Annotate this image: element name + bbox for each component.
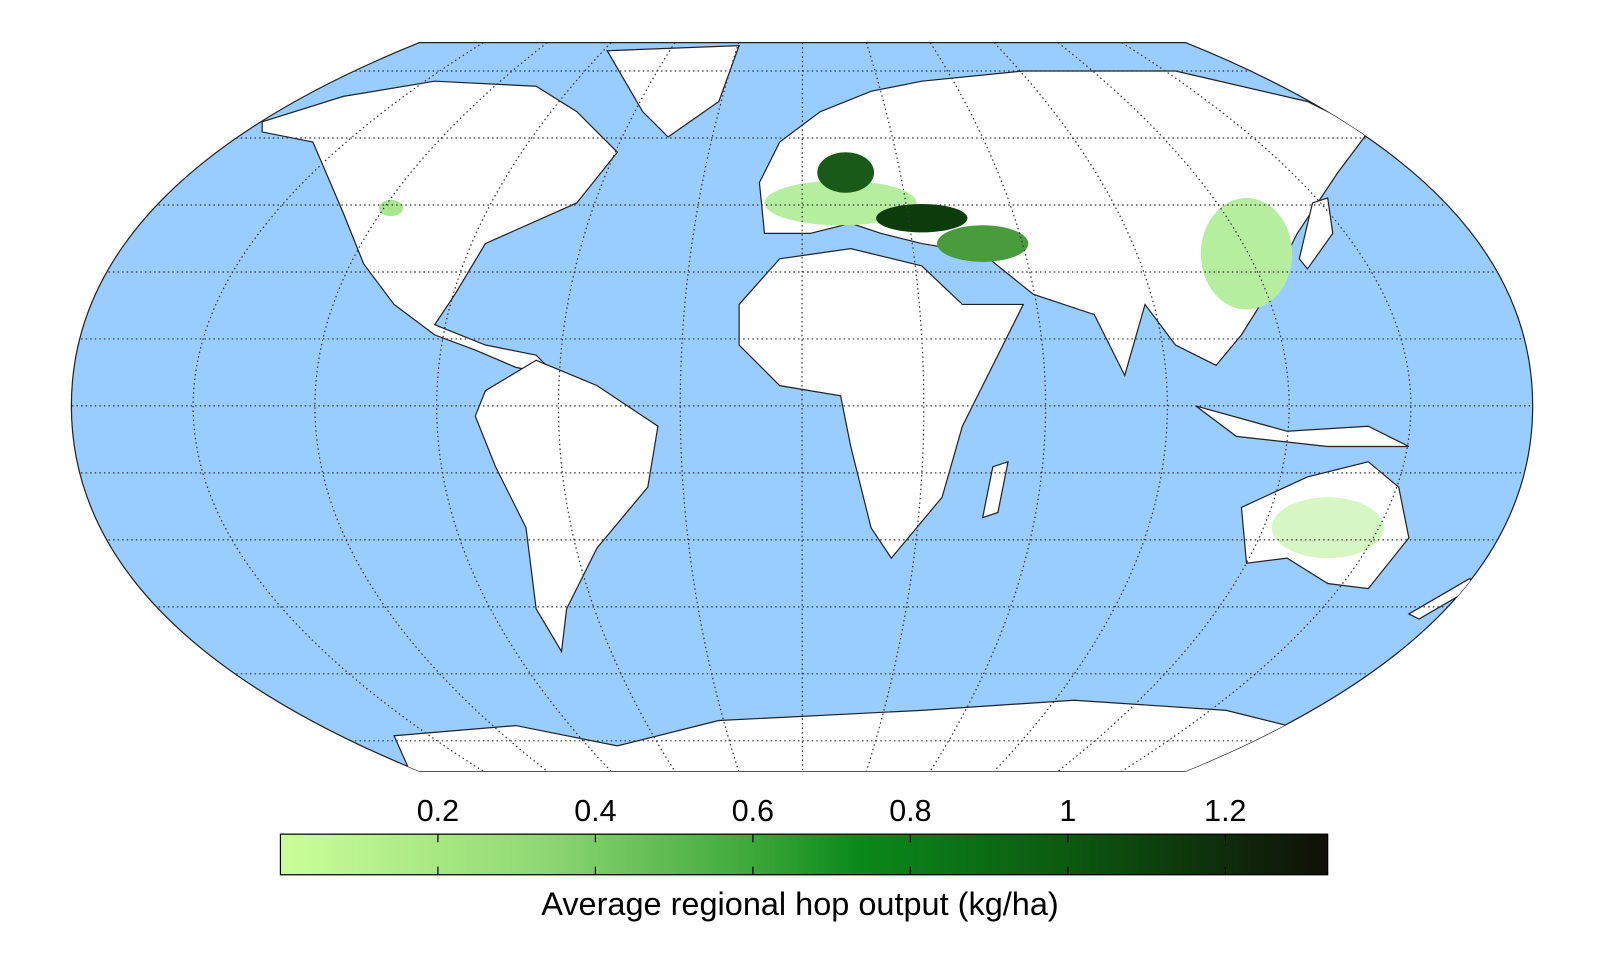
colorbar-tick-label: 1.2 (1204, 794, 1246, 828)
land (71, 42, 1533, 772)
greenland (606, 45, 740, 138)
meridian (993, 42, 1168, 772)
colorbar-tick-label: 0.4 (574, 794, 616, 828)
indonesia (1195, 405, 1410, 448)
colorbar-tick-label: 1 (1059, 794, 1076, 828)
colorbar-scale (279, 833, 1329, 876)
antarctica (393, 699, 1309, 772)
africa (738, 248, 1025, 560)
japan (1298, 197, 1334, 270)
meridian (314, 42, 548, 772)
map (70, 42, 1534, 772)
meridian (558, 42, 676, 772)
colorbar-label: Average regional hop output (kg/ha) (541, 886, 1058, 922)
colorbar-tick-label: 0.6 (732, 794, 774, 828)
colorbar-tick-label: 0.8 (889, 794, 931, 828)
madagascar (981, 460, 1009, 519)
hop-regions (378, 152, 1384, 559)
meridian (192, 42, 484, 772)
south-america (474, 359, 659, 654)
colorbar-tick-label: 0.2 (417, 794, 459, 828)
north-america (261, 80, 619, 377)
eurasia (758, 70, 1370, 378)
colorbar: Average regional hop output (kg/ha) 0.2 0… (279, 794, 1329, 922)
meridian (929, 42, 1047, 772)
